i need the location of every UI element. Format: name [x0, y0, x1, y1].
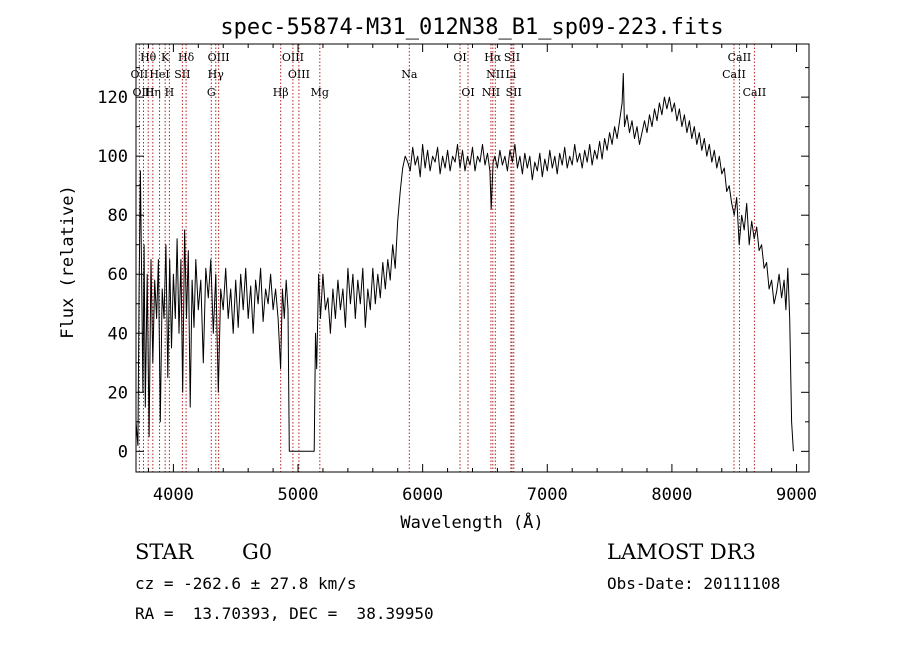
spectral-line-label: OI [453, 51, 466, 64]
spectral-line-label: OIII [132, 86, 154, 99]
x-tick-label: 8000 [651, 485, 692, 505]
object-subclass: G0 [242, 540, 273, 564]
chart-title: spec-55874-M31_012N38_B1_sp09-223.fits [220, 15, 723, 40]
spectral-line-label: NII [486, 68, 504, 81]
spectral-line-label: CaII [728, 51, 752, 64]
spectral-line-label: SII [174, 68, 190, 81]
y-tick-label: 80 [108, 206, 128, 226]
spectral-line-label: Hα [484, 51, 502, 64]
spectral-line-label: Hδ [178, 51, 195, 64]
spectral-line-label: OIII [288, 68, 310, 81]
spectral-line-label: Hη [145, 86, 161, 99]
spectral-line-label: Hβ [273, 86, 289, 99]
spectral-line-label: SII [506, 86, 522, 99]
spectral-line-label: OI [461, 86, 474, 99]
spectral-line-label: Hθ [140, 51, 157, 64]
plot-frame [135, 43, 810, 473]
x-axis-label: Wavelength (Å) [400, 511, 543, 533]
spectral-line-label: Li [505, 68, 516, 81]
y-axis-label: Flux (relative) [58, 185, 78, 339]
object-class: STAR [135, 540, 194, 564]
x-tick-label: 4000 [153, 485, 194, 505]
axes: 4000 5000 6000 7000 8000 9000 0 20 40 60 80 100 120 [97, 44, 817, 505]
spectral-line-label: CaII [743, 86, 767, 99]
x-tick-label: 9000 [776, 485, 817, 505]
y-tick-label: 20 [108, 383, 128, 403]
spectral-line-label: H [165, 86, 175, 99]
spectral-line-label: K [161, 51, 170, 64]
y-tick-label: 40 [108, 324, 128, 344]
observation-date: Obs-Date: 20111108 [607, 574, 781, 593]
x-tick-label: 5000 [278, 485, 319, 505]
x-tick-label: 6000 [402, 485, 443, 505]
spectral-line-label: Hγ [208, 68, 225, 81]
spectral-line-label: OIII [282, 51, 304, 64]
spectral-line-label: Mg [311, 86, 329, 99]
spectral-line-label: CaII [722, 68, 746, 81]
spectral-line-label: NII [482, 86, 500, 99]
y-tick-label: 0 [118, 442, 128, 462]
spectral-line-label: SII [504, 51, 520, 64]
survey-label: LAMOST DR3 [607, 540, 756, 564]
flux-line [135, 73, 794, 452]
spectrum-series [135, 73, 794, 452]
spectral-line-label: HeI [149, 68, 169, 81]
y-tick-label: 120 [97, 88, 128, 108]
spectral-line-label: Na [401, 68, 418, 81]
spectral-line-label: OII [131, 68, 149, 81]
y-tick-label: 60 [108, 265, 128, 285]
spectral-line-label: G [207, 86, 216, 99]
x-tick-label: 7000 [527, 485, 568, 505]
spectral-line-label: OIII [208, 51, 230, 64]
redshift-velocity: cz = -262.6 ± 27.8 km/s [135, 574, 357, 593]
y-tick-label: 100 [97, 147, 128, 167]
coordinates: RA = 13.70393, DEC = 38.39950 [135, 604, 434, 623]
